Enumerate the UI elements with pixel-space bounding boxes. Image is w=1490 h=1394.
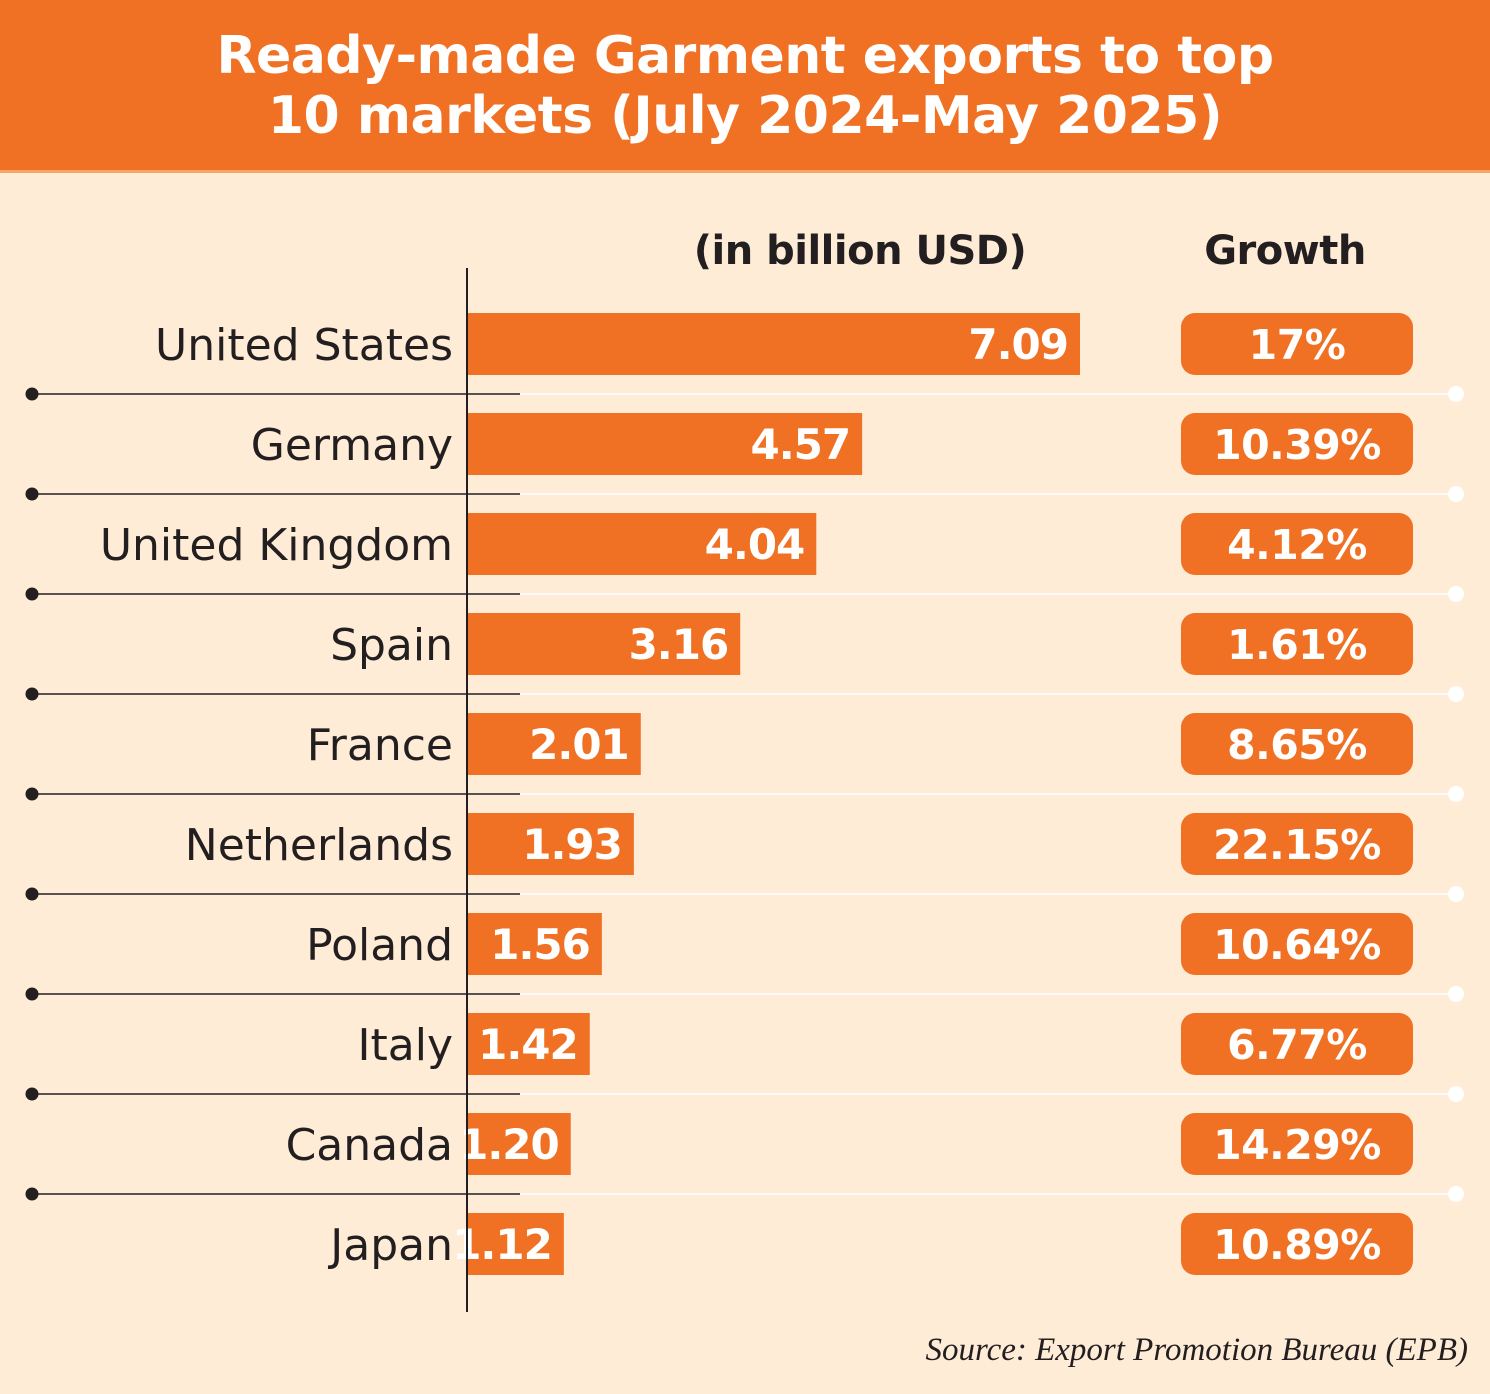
growth-value-label: 6.77% [1227, 1021, 1367, 1069]
category-label: Japan [327, 1220, 453, 1271]
growth-badge [1181, 813, 1413, 875]
growth-value-label: 17% [1249, 321, 1346, 369]
growth-badge [1181, 1213, 1413, 1275]
bar-value-label: 1.12 [452, 1220, 552, 1269]
category-label: Germany [251, 420, 453, 471]
bar-value-label: 1.93 [522, 820, 622, 869]
separator-dot-light [1448, 1186, 1464, 1202]
category-label: Italy [358, 1020, 453, 1071]
bar [467, 1113, 571, 1175]
growth-badge [1181, 413, 1413, 475]
separator-dot-light [1448, 586, 1464, 602]
separator-dot [25, 387, 39, 401]
separator-dot [25, 987, 39, 1001]
separator-dot [25, 687, 39, 701]
source-note: Source: Export Promotion Bureau (EPB) [925, 1332, 1468, 1368]
growth-value-label: 10.89% [1213, 1221, 1381, 1269]
separator-dot-light [1448, 686, 1464, 702]
growth-badge [1181, 313, 1413, 375]
bar [467, 913, 602, 975]
category-label: Spain [330, 620, 453, 671]
growth-badge [1181, 513, 1413, 575]
bar [467, 713, 641, 775]
growth-value-label: 4.12% [1227, 521, 1367, 569]
category-label: United Kingdom [100, 520, 453, 571]
bar [467, 1013, 590, 1075]
bar-value-label: 4.04 [705, 520, 805, 569]
separator-dot [25, 787, 39, 801]
separator-dot-light [1448, 1086, 1464, 1102]
title-banner: Ready-made Garment exports to top 10 mar… [0, 0, 1490, 173]
separator-dot-light [1448, 886, 1464, 902]
separator-dot-light [1448, 386, 1464, 402]
growth-value-label: 1.61% [1227, 621, 1367, 669]
category-label: Poland [306, 920, 453, 971]
bar [467, 813, 634, 875]
bar-value-label: 7.09 [968, 320, 1068, 369]
bar [467, 413, 863, 475]
bar [467, 1213, 564, 1275]
growth-value-label: 22.15% [1213, 821, 1381, 869]
growth-value-label: 14.29% [1213, 1121, 1381, 1169]
growth-badge [1181, 1013, 1413, 1075]
separator-dot [25, 887, 39, 901]
separator-dot [25, 1087, 39, 1101]
bar-value-label: 4.57 [750, 420, 850, 469]
separator-dot [25, 487, 39, 501]
bar [467, 513, 817, 575]
category-label: Canada [286, 1120, 453, 1171]
separator-dot-light [1448, 486, 1464, 502]
growth-badge [1181, 613, 1413, 675]
bar-value-label: 2.01 [529, 720, 629, 769]
growth-badge [1181, 1113, 1413, 1175]
category-label: United States [155, 320, 453, 371]
separator-dot [25, 1187, 39, 1201]
unit-label: (in billion USD) [693, 228, 1027, 274]
bar [467, 313, 1080, 375]
bar-value-label: 3.16 [629, 620, 729, 669]
separator-dot [25, 587, 39, 601]
growth-value-label: 8.65% [1227, 721, 1367, 769]
chart-title-line-1: Ready-made Garment exports to top [216, 26, 1274, 86]
bar-value-label: 1.56 [490, 920, 590, 969]
growth-badge [1181, 913, 1413, 975]
separator-dot-light [1448, 786, 1464, 802]
growth-value-label: 10.39% [1213, 421, 1381, 469]
growth-badge [1181, 713, 1413, 775]
bar-value-label: 1.20 [459, 1120, 559, 1169]
separator-dot-light [1448, 986, 1464, 1002]
category-label: Netherlands [185, 820, 453, 871]
category-label: France [307, 720, 453, 771]
bar-value-label: 1.42 [478, 1020, 578, 1069]
chart-title: Ready-made Garment exports to top 10 mar… [0, 26, 1490, 146]
bar [467, 613, 741, 675]
chart-title-line-2: 10 markets (July 2024-May 2025) [267, 86, 1223, 146]
growth-value-label: 10.64% [1213, 921, 1381, 969]
growth-column-header: Growth [1204, 228, 1366, 274]
